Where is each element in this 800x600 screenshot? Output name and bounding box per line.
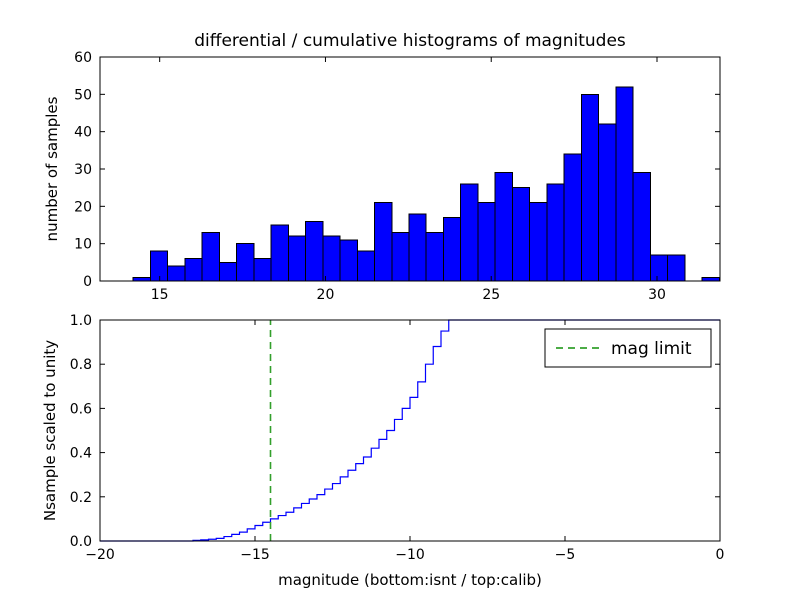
y-tick-label: 0.8 bbox=[70, 357, 92, 373]
y-tick-label: 30 bbox=[74, 162, 92, 178]
histogram-bar bbox=[356, 250, 376, 282]
x-tick-label: −5 bbox=[555, 547, 576, 563]
histogram-bar bbox=[477, 202, 496, 282]
histogram-bar bbox=[425, 231, 444, 282]
y-tick-label: 0.0 bbox=[70, 534, 92, 550]
histogram-bar bbox=[305, 220, 324, 282]
histogram-bar bbox=[391, 231, 410, 282]
histogram-bar bbox=[149, 250, 169, 282]
histogram-bar bbox=[442, 217, 462, 282]
histogram-bar bbox=[701, 276, 720, 282]
histogram-bar bbox=[374, 202, 393, 282]
histogram-bar bbox=[253, 258, 272, 282]
histogram-bar bbox=[408, 213, 427, 282]
histogram-bar bbox=[580, 93, 600, 282]
histogram-bar bbox=[236, 243, 255, 282]
x-tick-label: 15 bbox=[151, 287, 169, 303]
histogram-bar bbox=[494, 172, 513, 282]
histogram-bar bbox=[615, 86, 634, 282]
x-tick-label: 20 bbox=[317, 287, 335, 303]
y-tick-label: 0.6 bbox=[70, 401, 92, 417]
x-tick-label: 30 bbox=[648, 287, 666, 303]
y-tick-label: 0.2 bbox=[70, 490, 92, 506]
legend-label: mag limit bbox=[611, 339, 692, 359]
differential-histogram-frame bbox=[99, 56, 721, 282]
histogram-bar bbox=[167, 265, 186, 282]
y-tick-label: 0 bbox=[83, 274, 92, 290]
cumulative-step-line bbox=[100, 319, 720, 542]
histogram-bar bbox=[511, 187, 531, 282]
y-tick-label: 0.4 bbox=[70, 446, 92, 462]
x-tick-label: −10 bbox=[395, 547, 425, 563]
x-tick-label: −20 bbox=[85, 547, 115, 563]
y-tick-label: 20 bbox=[74, 199, 92, 215]
histogram-bar bbox=[649, 254, 669, 282]
y-tick-label: 10 bbox=[74, 237, 92, 253]
y-tick-label: 40 bbox=[74, 125, 92, 141]
histogram-bar bbox=[201, 231, 220, 282]
x-tick-label: −15 bbox=[240, 547, 270, 563]
histogram-bar bbox=[270, 224, 289, 282]
y-tick-label: 60 bbox=[74, 50, 92, 66]
legend: mag limit bbox=[544, 328, 712, 368]
histogram-bar bbox=[218, 261, 238, 282]
histogram-bar bbox=[339, 239, 358, 282]
cumulative-histogram-frame bbox=[99, 319, 721, 542]
differential-histogram-axes: 15 20 25 30 0 10 20 30 40 50 60 bbox=[74, 50, 721, 303]
bottom-y-axis-label: Nsample scaled to unity bbox=[41, 340, 59, 521]
histogram-bars bbox=[132, 86, 720, 282]
histogram-bar bbox=[546, 183, 565, 282]
histogram-bar bbox=[460, 183, 479, 282]
histogram-bar bbox=[632, 172, 651, 282]
x-tick-label: 25 bbox=[482, 287, 500, 303]
y-tick-label: 50 bbox=[74, 87, 92, 103]
histogram-bar bbox=[563, 153, 582, 282]
histogram-bar bbox=[184, 258, 203, 282]
x-axis-label: magnitude (bottom:isnt / top:calib) bbox=[278, 571, 542, 589]
histogram-bar bbox=[287, 235, 307, 282]
histogram-bar bbox=[598, 123, 617, 282]
top-y-axis-label: number of samples bbox=[43, 96, 61, 241]
cumulative-histogram-axes: −20 −15 −10 −5 0 0.0 0.2 0.4 0.6 0.8 1.0 bbox=[70, 313, 725, 563]
histogram-bar bbox=[529, 202, 548, 282]
histogram-bar bbox=[322, 235, 341, 282]
chart-title: differential / cumulative histograms of … bbox=[194, 31, 626, 51]
y-tick-label: 1.0 bbox=[70, 313, 92, 329]
histogram-bar bbox=[132, 276, 151, 282]
histogram-bar bbox=[667, 254, 686, 282]
x-tick-label: 0 bbox=[716, 547, 725, 563]
